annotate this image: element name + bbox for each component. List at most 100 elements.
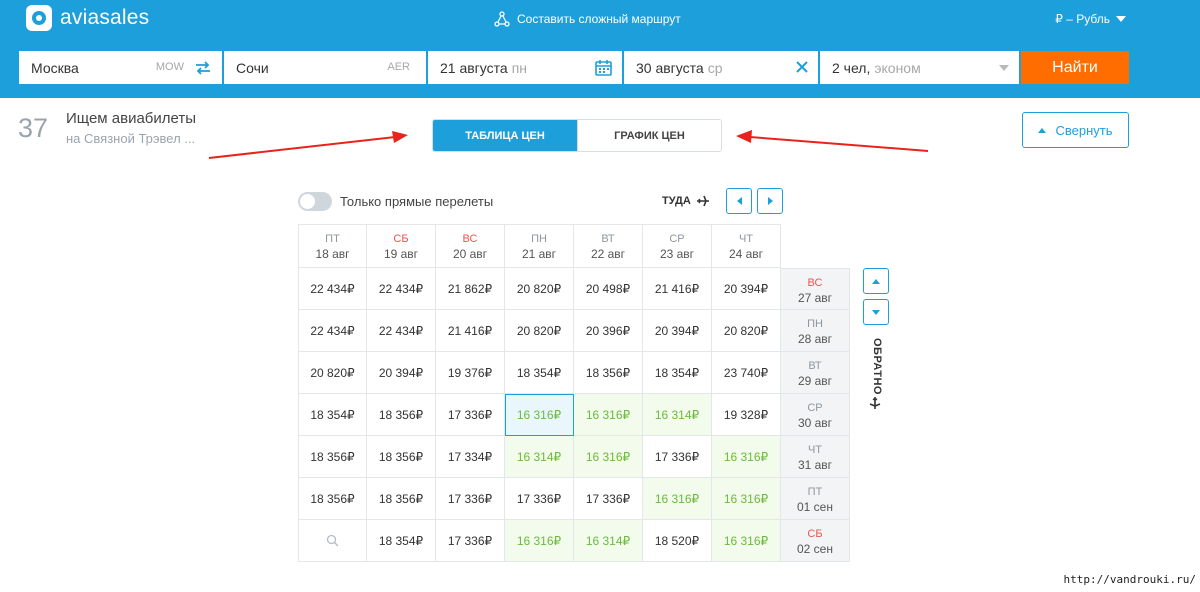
direct-flights-toggle[interactable]: Только прямые перелеты	[298, 192, 493, 211]
outbound-date-header[interactable]: ЧТ 24 авг	[712, 224, 781, 268]
depart-date: 21 августа	[440, 59, 508, 76]
date-label: 29 авг	[797, 374, 833, 388]
price-cell[interactable]: 16 316₽	[505, 520, 574, 562]
price-cell[interactable]: 16 316₽	[574, 436, 643, 478]
price-cell[interactable]: 20 396₽	[574, 310, 643, 352]
price-cell[interactable]: 22 434₽	[298, 310, 367, 352]
return-date-header[interactable]: ЧТ 31 авг	[781, 436, 850, 478]
price-cell[interactable]: 21 862₽	[436, 268, 505, 310]
date-label: 02 сен	[797, 542, 833, 556]
price-cell[interactable]: 16 314₽	[505, 436, 574, 478]
price-cell[interactable]: 16 316₽	[712, 520, 781, 562]
next-outbound-button[interactable]	[757, 188, 783, 214]
tab-price-chart[interactable]: ГРАФИК ЦЕН	[577, 120, 721, 151]
price-cell[interactable]: 18 354₽	[505, 352, 574, 394]
price-cell[interactable]: 20 394₽	[712, 268, 781, 310]
price-cell[interactable]: 21 416₽	[436, 310, 505, 352]
passengers-field[interactable]: 2 чел, эконом	[820, 51, 1019, 84]
price-cell[interactable]: 18 356₽	[298, 436, 367, 478]
date-label: 01 сен	[797, 500, 833, 514]
price-cell[interactable]: 21 416₽	[643, 268, 712, 310]
direct-flights-label: Только прямые перелеты	[340, 194, 494, 209]
prev-outbound-button[interactable]	[726, 188, 752, 214]
price-cell[interactable]: 22 434₽	[367, 310, 436, 352]
view-toggle: ТАБЛИЦА ЦЕН ГРАФИК ЦЕН	[432, 119, 722, 152]
chevron-up-icon	[1038, 127, 1047, 133]
date-label: 28 авг	[797, 332, 833, 346]
price-cell[interactable]: 20 820₽	[505, 310, 574, 352]
price-cell[interactable]: 22 434₽	[298, 268, 367, 310]
return-date-header[interactable]: СБ 02 сен	[781, 520, 850, 562]
price-cell[interactable]: 20 820₽	[298, 352, 367, 394]
price-cell[interactable]: 16 316₽	[574, 394, 643, 436]
price-cell[interactable]: 19 328₽	[712, 394, 781, 436]
price-cell[interactable]: 17 336₽	[505, 478, 574, 520]
search-button[interactable]: Найти	[1021, 51, 1129, 84]
price-cell[interactable]: 20 820₽	[505, 268, 574, 310]
outbound-date-header[interactable]: ПТ 18 авг	[298, 224, 367, 268]
price-cell[interactable]: 16 316₽	[643, 478, 712, 520]
return-date-header[interactable]: ВС 27 авг	[781, 268, 850, 310]
toggle-switch[interactable]	[298, 192, 332, 211]
date-label: 21 авг	[521, 247, 557, 261]
outbound-date-header[interactable]: ПН 21 авг	[505, 224, 574, 268]
outbound-date-header[interactable]: ВТ 22 авг	[574, 224, 643, 268]
return-date-header[interactable]: ПН 28 авг	[781, 310, 850, 352]
price-cell[interactable]: 18 354₽	[643, 352, 712, 394]
outbound-date-header[interactable]: СР 23 авг	[643, 224, 712, 268]
price-cell[interactable]: 16 314₽	[574, 520, 643, 562]
destination-field[interactable]: Сочи AER	[224, 51, 426, 84]
chevron-down-icon	[1116, 16, 1126, 22]
price-cell[interactable]: 19 376₽	[436, 352, 505, 394]
price-cell[interactable]: 20 498₽	[574, 268, 643, 310]
airplane-icon	[696, 195, 709, 207]
price-cell[interactable]: 17 336₽	[436, 478, 505, 520]
price-cell[interactable]: 17 334₽	[436, 436, 505, 478]
price-cell[interactable]: 18 354₽	[367, 520, 436, 562]
price-cell[interactable]: 18 356₽	[574, 352, 643, 394]
return-date-header[interactable]: СР 30 авг	[781, 394, 850, 436]
next-return-button[interactable]	[863, 299, 889, 325]
price-cell[interactable]: 17 336₽	[436, 394, 505, 436]
price-cell[interactable]: 18 356₽	[298, 478, 367, 520]
depart-date-field[interactable]: 21 августа пн	[428, 51, 622, 84]
tab-price-table[interactable]: ТАБЛИЦА ЦЕН	[433, 120, 577, 151]
price-cell[interactable]: 16 316₽	[712, 478, 781, 520]
price-cell[interactable]: 18 356₽	[367, 394, 436, 436]
calendar-icon[interactable]	[595, 59, 612, 76]
price-cell[interactable]: 20 394₽	[643, 310, 712, 352]
complex-route-link[interactable]: Составить сложный маршрут	[494, 11, 681, 27]
search-price-cell[interactable]	[298, 520, 367, 562]
price-cell[interactable]: 17 336₽	[574, 478, 643, 520]
return-date-header[interactable]: ПТ 01 сен	[781, 478, 850, 520]
return-date-header[interactable]: ВТ 29 авг	[781, 352, 850, 394]
collapse-button[interactable]: Свернуть	[1022, 112, 1129, 148]
price-cell[interactable]: 23 740₽	[712, 352, 781, 394]
outbound-label-text: ТУДА	[662, 195, 691, 207]
return-label-text: ОБРАТНО	[871, 338, 883, 395]
price-cell[interactable]: 18 354₽	[298, 394, 367, 436]
price-cell[interactable]: 16 314₽	[643, 394, 712, 436]
close-icon[interactable]	[794, 59, 810, 75]
airplane-icon	[869, 397, 881, 409]
currency-selector[interactable]: ₽ – Рубль	[1055, 12, 1126, 26]
price-cell[interactable]: 17 336₽	[643, 436, 712, 478]
price-cell[interactable]: 18 520₽	[643, 520, 712, 562]
search-form: Москва MOW Сочи AER 21 августа пн 30 авг…	[19, 51, 1129, 84]
price-cell[interactable]: 22 434₽	[367, 268, 436, 310]
price-cell[interactable]: 18 356₽	[367, 478, 436, 520]
weekday-label: СР	[669, 233, 685, 245]
origin-field[interactable]: Москва MOW	[19, 51, 222, 84]
logo[interactable]: aviasales	[26, 5, 149, 31]
swap-icon[interactable]	[194, 59, 212, 77]
outbound-date-header[interactable]: СБ 19 авг	[367, 224, 436, 268]
return-date-field[interactable]: 30 августа ср	[624, 51, 818, 84]
price-cell[interactable]: 20 394₽	[367, 352, 436, 394]
outbound-date-header[interactable]: ВС 20 авг	[436, 224, 505, 268]
price-cell[interactable]: 17 336₽	[436, 520, 505, 562]
price-cell[interactable]: 16 316₽	[505, 394, 574, 436]
price-cell[interactable]: 20 820₽	[712, 310, 781, 352]
price-cell[interactable]: 18 356₽	[367, 436, 436, 478]
price-cell[interactable]: 16 316₽	[712, 436, 781, 478]
prev-return-button[interactable]	[863, 268, 889, 294]
